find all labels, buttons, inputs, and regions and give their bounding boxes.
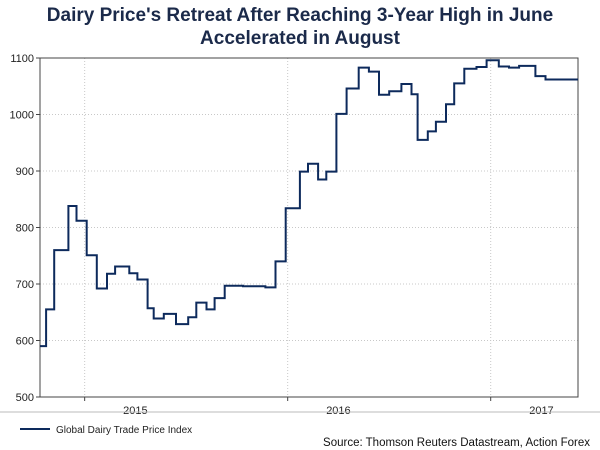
- y-tick-label-500: 500: [16, 392, 34, 404]
- chart-title-line-1: Dairy Price's Retreat After Reaching 3-Y…: [46, 5, 554, 26]
- x-axis-ticks: 2015 2016 2017: [84, 397, 554, 417]
- y-tick-label-700: 700: [16, 279, 34, 291]
- x-tick-label-2017: 2017: [529, 405, 553, 417]
- y-tick-label-900: 900: [16, 166, 34, 178]
- x-tick-label-2015: 2015: [123, 405, 147, 417]
- y-axis-ticks: 500 600 700 800 900 1000 1100: [10, 53, 40, 404]
- y-tick-label-1100: 1100: [10, 53, 34, 65]
- y-tick-label-1000: 1000: [10, 110, 34, 122]
- source-note: Source: Thomson Reuters Datastream, Acti…: [323, 437, 590, 449]
- y-tick-label-800: 800: [16, 223, 34, 235]
- chart-title: Dairy Price's Retreat After Reaching 3-Y…: [0, 4, 600, 50]
- legend-label: Global Dairy Trade Price Index: [56, 425, 192, 436]
- gridlines: [40, 58, 578, 397]
- series-line-0: [40, 59, 578, 348]
- y-tick-label-600: 600: [16, 336, 34, 348]
- series-layer: [40, 59, 578, 348]
- chart-title-line-2: Accelerated in August: [200, 28, 400, 49]
- plot-area-border: [39, 57, 579, 398]
- x-tick-label-2016: 2016: [326, 405, 350, 417]
